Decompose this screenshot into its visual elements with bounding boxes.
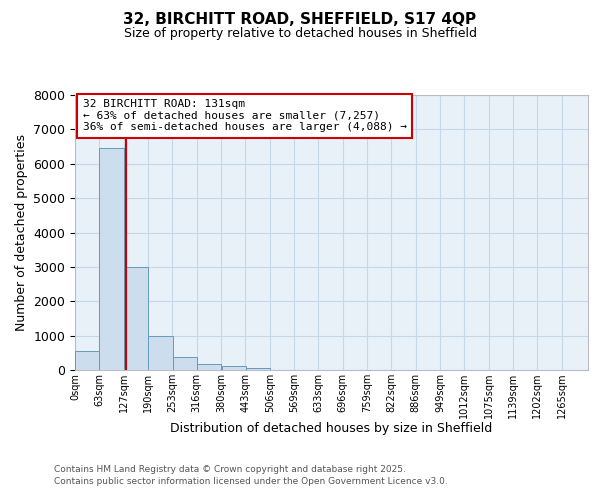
Text: 32, BIRCHITT ROAD, SHEFFIELD, S17 4QP: 32, BIRCHITT ROAD, SHEFFIELD, S17 4QP: [124, 12, 476, 28]
Y-axis label: Number of detached properties: Number of detached properties: [15, 134, 28, 331]
Bar: [124, 267, 148, 370]
Bar: [75, 351, 100, 370]
Text: 32 BIRCHITT ROAD: 131sqm
← 63% of detached houses are smaller (7,257)
36% of sem: 32 BIRCHITT ROAD: 131sqm ← 63% of detach…: [83, 99, 407, 132]
Bar: [197, 364, 221, 370]
Bar: [148, 336, 173, 370]
Bar: [246, 368, 271, 370]
Text: Size of property relative to detached houses in Sheffield: Size of property relative to detached ho…: [124, 28, 476, 40]
Text: Contains public sector information licensed under the Open Government Licence v3: Contains public sector information licen…: [54, 476, 448, 486]
Bar: [222, 366, 246, 370]
Bar: [173, 358, 197, 370]
Text: Contains HM Land Registry data © Crown copyright and database right 2025.: Contains HM Land Registry data © Crown c…: [54, 466, 406, 474]
X-axis label: Distribution of detached houses by size in Sheffield: Distribution of detached houses by size …: [170, 422, 493, 436]
Bar: [100, 148, 124, 370]
